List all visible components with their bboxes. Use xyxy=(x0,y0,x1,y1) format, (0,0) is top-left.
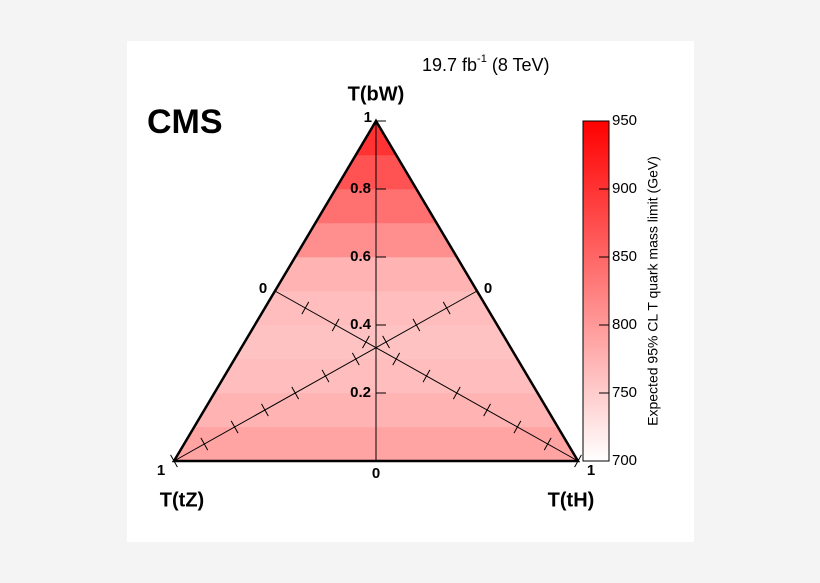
top-label: T(bW) xyxy=(348,83,405,105)
colorbar-tick-label: 750 xyxy=(612,384,637,401)
experiment-label: CMS xyxy=(147,103,223,141)
colorbar-tick-label: 800 xyxy=(612,316,637,333)
diagonal-tick xyxy=(170,454,178,468)
bw-tick-label: 1 xyxy=(364,109,372,126)
diagonal-tick xyxy=(230,420,239,434)
diagonal-tick xyxy=(392,352,401,366)
lumi-label: 19.7 fb-1 (8 TeV) xyxy=(422,53,550,75)
diagonal-tick xyxy=(200,437,209,451)
diagonal-tick xyxy=(261,403,269,417)
right-label: T(tH) xyxy=(548,489,595,511)
diagonal-tick xyxy=(271,284,279,298)
diagonal-tick xyxy=(351,352,360,366)
bw-tick-label: 0.4 xyxy=(350,316,372,333)
diagonal-tick xyxy=(513,420,522,434)
diagonal-tick xyxy=(331,318,340,332)
diagonal-tick-label: 1 xyxy=(587,462,595,479)
diagonal-tick xyxy=(452,386,461,400)
bw-tick-label: 0.8 xyxy=(350,180,371,197)
color-bar xyxy=(582,120,610,462)
diagonal-tick xyxy=(412,318,421,332)
diagonal-tick xyxy=(473,284,481,298)
diagonal-tick-label: 0 xyxy=(484,280,492,297)
diagonal-tick xyxy=(321,369,330,383)
bw-tick-label: 0.2 xyxy=(350,384,371,401)
colorbar-tick-label: 850 xyxy=(612,248,637,265)
bw-tick-label: 0.6 xyxy=(350,248,371,265)
diagonal-tick xyxy=(362,335,370,349)
diagonal-tick xyxy=(483,403,491,417)
diagonal-tick-label: 1 xyxy=(157,462,165,479)
colorbar-tick-label: 950 xyxy=(612,112,637,129)
diagonal-tick xyxy=(382,335,390,349)
diagonal-tick-label: 0 xyxy=(259,280,267,297)
colorbar-tick-label: 900 xyxy=(612,180,637,197)
bw-tick-label: 0 xyxy=(372,465,380,482)
diagonal-tick xyxy=(543,437,552,451)
diagonal-tick xyxy=(442,301,451,315)
left-label: T(tZ) xyxy=(160,489,204,511)
colorbar-tick-label: 700 xyxy=(612,452,637,469)
diagonal-tick xyxy=(291,386,300,400)
diagonal-tick xyxy=(574,454,582,468)
colorbar-title: Expected 95% CL T quark mass limit (GeV) xyxy=(645,156,661,426)
diagonal-tick xyxy=(301,301,310,315)
diagonal-tick xyxy=(422,369,431,383)
